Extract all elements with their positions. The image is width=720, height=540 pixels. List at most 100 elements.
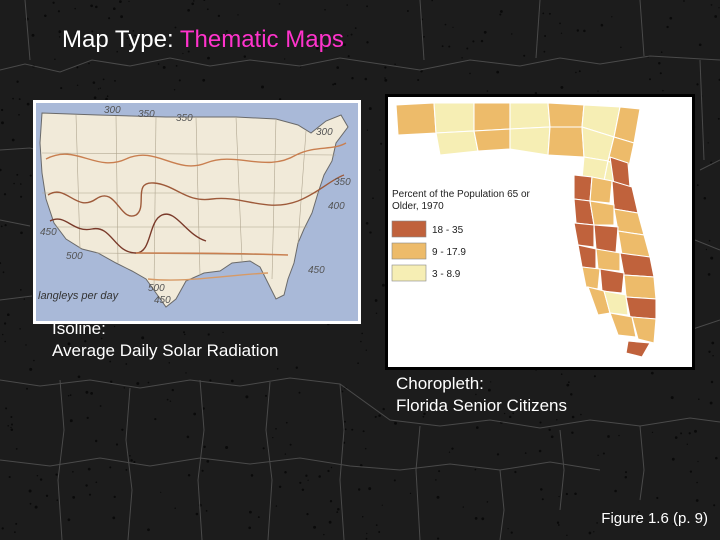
texture-dot [99,87,102,89]
texture-dot [187,8,190,12]
texture-dot [173,89,176,91]
texture-dot [544,35,547,37]
texture-dot [576,29,579,32]
texture-dot [99,405,102,407]
texture-dot [500,10,503,13]
texture-dot [593,531,595,533]
texture-dot [11,138,15,142]
texture-dot [301,488,305,492]
isoline-map-image: 300 350 350 300 350 400 450 500 450 500 … [33,100,361,324]
texture-dot [237,14,239,16]
texture-dot [472,40,475,43]
texture-dot [112,7,116,11]
texture-dot [346,4,348,6]
texture-dot [366,5,369,8]
texture-dot [369,231,372,234]
texture-dot [16,80,19,83]
texture-dot [703,197,707,200]
texture-dot [523,54,526,57]
texture-dot [542,12,545,15]
texture-dot [57,10,60,13]
texture-dot [278,3,281,5]
texture-dot [375,312,378,315]
texture-dot [323,48,325,50]
choropleth-caption-line1: Choropleth: [396,374,484,393]
texture-dot [718,7,720,9]
title-prefix: Map Type: [62,26,174,53]
texture-dot [108,17,111,20]
texture-dot [696,184,699,187]
texture-dot [95,439,98,443]
texture-dot [15,522,18,525]
texture-dot [182,52,184,55]
texture-dot [90,392,93,395]
texture-dot [249,510,252,514]
texture-dot [69,394,72,396]
texture-dot [462,506,464,508]
texture-dot [557,524,560,526]
texture-dot [19,328,21,330]
texture-dot [129,454,131,457]
texture-dot [126,37,129,39]
texture-dot [686,443,688,445]
texture-dot [448,451,451,453]
texture-dot [342,441,346,444]
texture-dot [201,469,204,472]
texture-dot [713,504,716,507]
texture-dot [174,26,177,29]
texture-dot [91,30,94,33]
texture-dot [174,507,176,509]
texture-dot [404,379,408,383]
texture-dot [448,45,451,48]
texture-dot [191,2,194,6]
texture-dot [327,469,330,473]
texture-dot [568,381,570,384]
texture-dot [1,121,4,125]
texture-dot [697,460,699,463]
texture-dot [265,394,267,397]
texture-dot [31,33,35,37]
texture-dot [323,533,325,536]
texture-dot [715,456,718,460]
texture-dot [92,81,96,84]
texture-dot [566,534,568,536]
texture-dot [315,39,319,43]
texture-dot [437,537,440,540]
texture-dot [510,531,513,534]
texture-dot [115,443,119,446]
texture-dot [708,239,711,242]
texture-dot [88,493,92,496]
texture-dot [384,78,388,82]
texture-dot [698,43,702,47]
legend-title-line2: Older, 1970 [392,201,444,212]
texture-dot [710,4,713,6]
texture-dot [378,414,381,417]
texture-dot [10,428,14,432]
texture-dot [714,15,718,18]
texture-dot [119,0,122,3]
texture-dot [508,415,512,419]
texture-dot [248,526,252,530]
texture-dot [597,454,599,457]
legend-swatch-high [391,220,427,238]
texture-dot [378,531,381,533]
texture-dot [307,479,309,481]
texture-dot [261,44,264,47]
texture-dot [97,88,99,90]
texture-dot [168,362,171,364]
texture-dot [374,299,378,302]
texture-dot [680,432,683,435]
texture-dot [666,25,669,29]
texture-dot [306,512,309,516]
texture-dot [60,87,63,90]
texture-dot [39,478,43,481]
texture-dot [344,420,346,423]
texture-dot [58,36,61,38]
texture-dot [257,40,261,44]
texture-dot [660,51,663,53]
texture-dot [620,46,622,49]
texture-dot [560,32,563,34]
contour-label: 300 [316,127,333,138]
texture-dot [284,58,286,60]
texture-dot [187,50,190,53]
